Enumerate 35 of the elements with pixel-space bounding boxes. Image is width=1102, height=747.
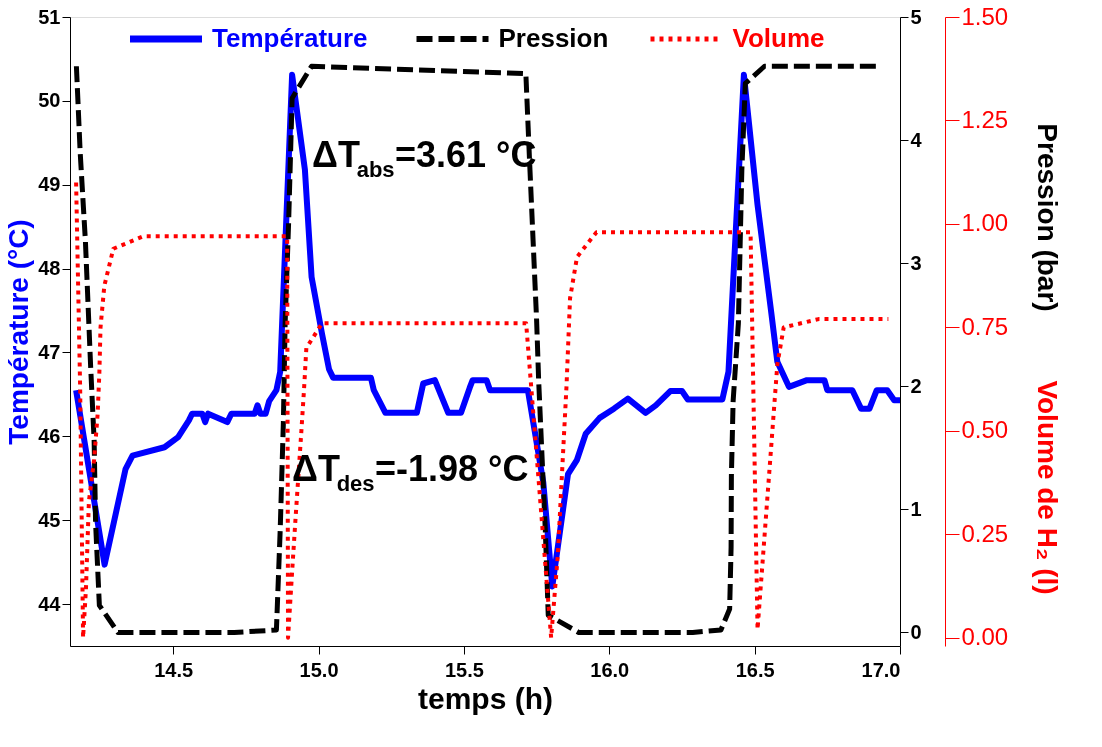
y2-tick-label: 1 — [910, 497, 922, 520]
x-tick-label: 16.0 — [590, 658, 630, 681]
x-tick-label: 15.0 — [299, 658, 339, 681]
x-tick-label: 15.5 — [444, 658, 484, 681]
x-tick-label: 14.5 — [154, 658, 194, 681]
y-tick-label: 48 — [38, 257, 61, 280]
x-tick-label: 17.0 — [861, 658, 901, 681]
y3-tick-label: 0.25 — [961, 519, 1009, 547]
y-tick-label: 46 — [38, 424, 61, 447]
y-axis-title: Température (°C) — [3, 219, 35, 445]
y-tick-label: 49 — [38, 173, 61, 196]
y2-axis-title: Pression (bar) — [1031, 123, 1063, 312]
y3-tick-label: 1.00 — [961, 209, 1009, 237]
y-tick-label: 44 — [38, 592, 62, 615]
y-tick-label: 51 — [38, 5, 61, 28]
line-series — [74, 180, 891, 640]
x-axis-title: temps (h) — [418, 681, 553, 715]
y3-tick-label: 1.50 — [961, 2, 1009, 30]
y-tick-label: 45 — [38, 508, 61, 531]
y2-tick-label: 4 — [910, 128, 923, 151]
y3-tick-label: 0.75 — [961, 312, 1009, 340]
y3-axis-title: Volume de H₂ (l) — [1031, 380, 1063, 595]
y3-tick-label: 0.50 — [961, 416, 1009, 444]
legend-label: Volume — [732, 23, 825, 53]
y3-tick-label: 0.00 — [961, 623, 1009, 651]
y2-tick-label: 0 — [910, 620, 922, 643]
y2-tick-label: 2 — [910, 374, 922, 397]
y-tick-label: 50 — [38, 89, 61, 112]
legend-label: Pression — [498, 23, 609, 53]
x-tick-label: 16.5 — [735, 658, 775, 681]
legend-label: Température — [212, 23, 368, 53]
y3-tick-label: 1.25 — [961, 105, 1009, 133]
y2-tick-label: 5 — [910, 5, 922, 28]
y2-tick-label: 3 — [910, 251, 922, 274]
y-tick-label: 47 — [38, 340, 61, 363]
